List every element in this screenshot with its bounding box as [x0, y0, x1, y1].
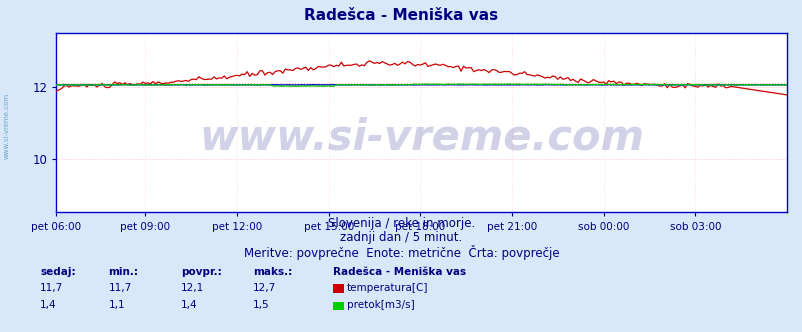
Text: pretok[m3/s]: pretok[m3/s]: [346, 300, 414, 310]
Text: 1,4: 1,4: [40, 300, 57, 310]
Text: min.:: min.:: [108, 267, 138, 277]
Text: 1,5: 1,5: [253, 300, 269, 310]
Text: www.si-vreme.com: www.si-vreme.com: [3, 93, 10, 159]
Text: www.si-vreme.com: www.si-vreme.com: [199, 116, 643, 158]
Text: sedaj:: sedaj:: [40, 267, 75, 277]
Text: 12,1: 12,1: [180, 283, 204, 293]
Text: Radešca - Meniška vas: Radešca - Meniška vas: [333, 267, 466, 277]
Text: zadnji dan / 5 minut.: zadnji dan / 5 minut.: [340, 231, 462, 244]
Text: 12,7: 12,7: [253, 283, 276, 293]
Text: Meritve: povprečne  Enote: metrične  Črta: povprečje: Meritve: povprečne Enote: metrične Črta:…: [243, 245, 559, 260]
Text: 11,7: 11,7: [108, 283, 132, 293]
Text: 1,4: 1,4: [180, 300, 197, 310]
Text: Slovenija / reke in morje.: Slovenija / reke in morje.: [327, 217, 475, 230]
Text: povpr.:: povpr.:: [180, 267, 221, 277]
Text: 1,1: 1,1: [108, 300, 125, 310]
Text: Radešca - Meniška vas: Radešca - Meniška vas: [304, 8, 498, 23]
Text: temperatura[C]: temperatura[C]: [346, 283, 427, 293]
Text: maks.:: maks.:: [253, 267, 292, 277]
Text: 11,7: 11,7: [40, 283, 63, 293]
